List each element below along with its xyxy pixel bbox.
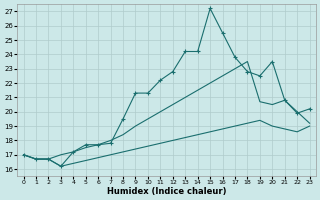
X-axis label: Humidex (Indice chaleur): Humidex (Indice chaleur)	[107, 187, 226, 196]
